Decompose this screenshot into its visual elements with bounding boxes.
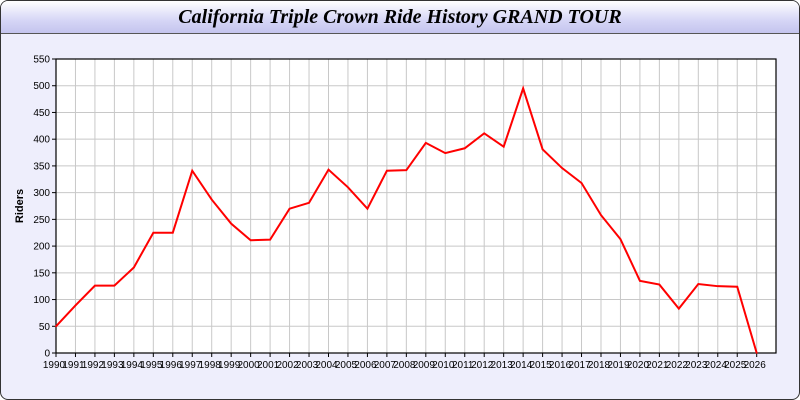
x-tick-label: 1990 bbox=[43, 360, 66, 371]
data-point bbox=[74, 304, 77, 307]
plot-area bbox=[56, 59, 776, 353]
data-point bbox=[269, 238, 271, 241]
x-tick-label: 2022 bbox=[666, 360, 689, 371]
data-point bbox=[152, 231, 155, 234]
data-point bbox=[522, 87, 524, 90]
data-point bbox=[308, 201, 310, 204]
y-tick-label: 100 bbox=[33, 295, 50, 306]
data-point bbox=[561, 167, 563, 169]
data-point bbox=[405, 169, 408, 171]
x-tick-label: 2001 bbox=[257, 360, 280, 371]
x-tick-label: 2008 bbox=[393, 360, 416, 371]
x-tick-label: 2010 bbox=[432, 360, 455, 371]
data-point bbox=[113, 284, 116, 287]
y-tick-label: 200 bbox=[33, 242, 50, 253]
data-point bbox=[755, 352, 758, 354]
data-point bbox=[210, 198, 213, 201]
x-tick-label: 2016 bbox=[549, 360, 572, 371]
x-tick-label: 2025 bbox=[724, 360, 747, 371]
x-tick-label: 2021 bbox=[646, 360, 669, 371]
x-tick-label: 1997 bbox=[179, 360, 202, 371]
x-tick-label: 2014 bbox=[510, 360, 533, 371]
x-tick-label: 2006 bbox=[354, 360, 377, 371]
data-point bbox=[502, 145, 505, 148]
x-tick-label: 2018 bbox=[588, 360, 611, 371]
x-tick-label: 2011 bbox=[452, 360, 474, 371]
data-point bbox=[639, 280, 641, 282]
x-tick-label: 1993 bbox=[101, 360, 124, 371]
data-point bbox=[327, 168, 330, 171]
data-point bbox=[386, 169, 388, 172]
x-tick-label: 1994 bbox=[121, 360, 144, 371]
data-point bbox=[171, 231, 174, 234]
data-point bbox=[600, 214, 602, 216]
x-tick-label: 2013 bbox=[491, 360, 514, 371]
x-tick-label: 2020 bbox=[627, 360, 650, 371]
y-tick-label: 500 bbox=[33, 81, 50, 92]
y-tick-label: 350 bbox=[33, 161, 50, 172]
x-tick-label: 2005 bbox=[335, 360, 358, 371]
x-tick-label: 2019 bbox=[607, 360, 630, 371]
y-tick-label: 400 bbox=[33, 135, 50, 146]
data-point bbox=[230, 222, 232, 225]
data-point bbox=[347, 186, 349, 189]
x-tick-label: 1998 bbox=[199, 360, 222, 371]
x-tick-label: 2004 bbox=[315, 360, 338, 371]
title-bar: California Triple Crown Ride History GRA… bbox=[1, 1, 799, 34]
x-tick-label: 2012 bbox=[471, 360, 494, 371]
data-point bbox=[55, 325, 57, 328]
data-point bbox=[658, 283, 661, 286]
x-tick-label: 1992 bbox=[82, 360, 105, 371]
x-tick-label: 1991 bbox=[62, 360, 85, 371]
x-tick-label: 1995 bbox=[140, 360, 163, 371]
data-point bbox=[697, 283, 700, 285]
data-point bbox=[619, 238, 622, 240]
data-point bbox=[191, 169, 194, 172]
y-tick-label: 300 bbox=[33, 188, 50, 199]
y-axis-label: Riders bbox=[14, 189, 26, 223]
y-tick-label: 50 bbox=[39, 322, 51, 333]
data-point bbox=[678, 307, 680, 310]
x-tick-label: 2017 bbox=[568, 360, 591, 371]
data-point bbox=[736, 285, 739, 288]
data-point bbox=[249, 239, 252, 242]
data-point bbox=[425, 142, 427, 144]
data-point bbox=[483, 132, 486, 135]
x-tick-label: 2007 bbox=[374, 360, 397, 371]
data-point bbox=[541, 148, 544, 151]
x-tick-label: 2009 bbox=[413, 360, 436, 371]
y-tick-label: 0 bbox=[44, 349, 50, 360]
x-tick-label: 2023 bbox=[685, 360, 708, 371]
data-point bbox=[366, 207, 369, 210]
data-point bbox=[133, 266, 135, 269]
x-tick-label: 1999 bbox=[218, 360, 241, 371]
chart-title: California Triple Crown Ride History GRA… bbox=[178, 6, 622, 28]
y-tick-label: 550 bbox=[33, 55, 50, 66]
data-point bbox=[444, 152, 447, 154]
data-point bbox=[94, 284, 96, 287]
plot-border bbox=[55, 58, 777, 354]
data-point bbox=[580, 182, 583, 184]
x-tick-label: 2003 bbox=[296, 360, 319, 371]
x-tick-label: 2024 bbox=[705, 360, 728, 371]
x-tick-label: 2002 bbox=[276, 360, 299, 371]
x-tick-label: 2026 bbox=[744, 360, 767, 371]
data-point bbox=[288, 207, 291, 210]
y-tick-label: 250 bbox=[33, 215, 50, 226]
y-tick-label: 450 bbox=[33, 108, 50, 119]
x-tick-label: 2000 bbox=[238, 360, 261, 371]
x-tick-label: 2015 bbox=[529, 360, 552, 371]
y-tick-label: 150 bbox=[33, 268, 50, 279]
x-tick-label: 1996 bbox=[160, 360, 183, 371]
data-point bbox=[463, 147, 466, 150]
data-point bbox=[716, 285, 719, 287]
